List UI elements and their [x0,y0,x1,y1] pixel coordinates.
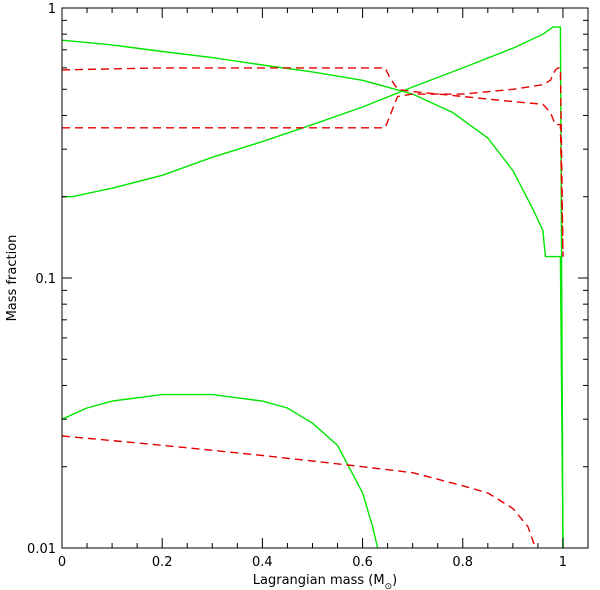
series-line-3 [61,67,564,257]
plot-lines [61,26,564,549]
x-tick-label: 0.8 [452,555,473,570]
tick-labels: 0 0.2 0.4 0.6 0.8 1 0.01 0.1 1 [27,2,567,570]
y-tick-label: 0.1 [35,272,56,287]
series-line-2 [62,26,564,549]
series-line-6 [61,435,537,549]
axis-ticks [61,7,589,549]
x-tick-label: 0 [58,555,66,570]
x-tick-label: 0.6 [352,555,373,570]
series-line-4 [62,67,564,257]
y-tick-label: 1 [48,2,56,17]
x-axis-label: Lagrangian mass (M⊙) [253,573,397,590]
series-line-5 [61,393,379,549]
x-tick-label: 1 [559,555,567,570]
y-axis-label: Mass fraction [5,235,20,322]
x-tick-label: 0.2 [152,555,173,570]
series-line-1 [61,39,564,549]
x-tick-label: 0.4 [252,555,273,570]
y-tick-label: 0.01 [27,542,56,557]
